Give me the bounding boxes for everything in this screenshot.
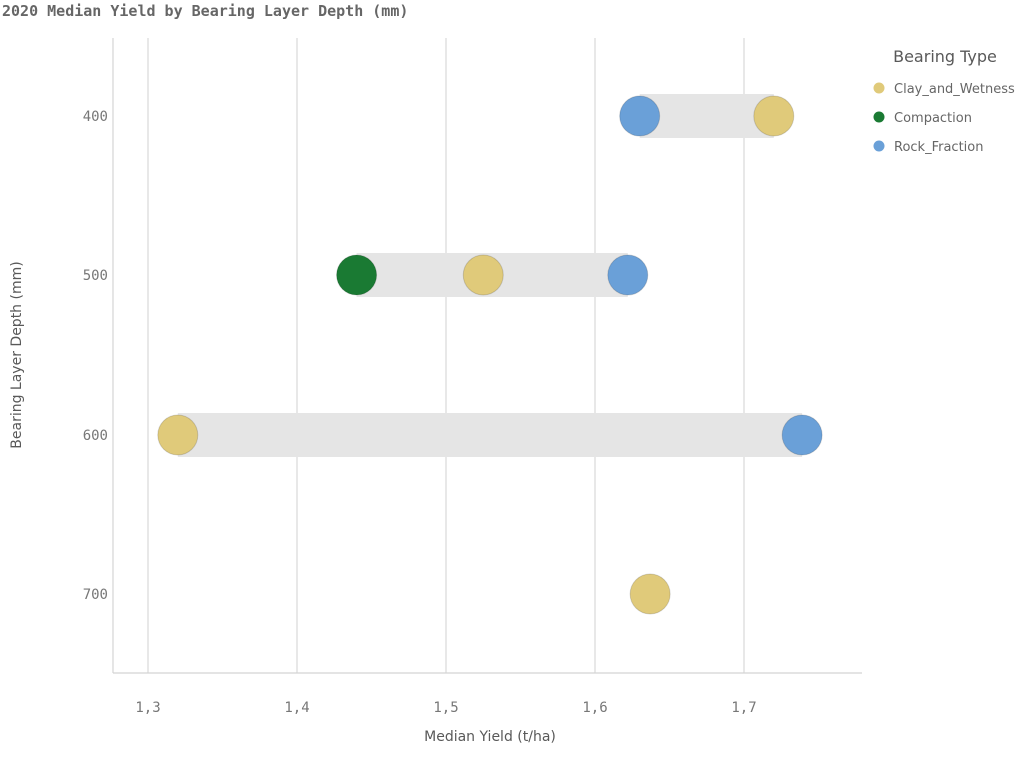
- range-bar: [177, 413, 803, 457]
- legend-label: Compaction: [894, 111, 972, 126]
- y-tick-label: 500: [83, 268, 108, 284]
- legend: Bearing Type Clay_and_Wetness Compaction Ro…: [873, 47, 1015, 155]
- x-tick-label: 1,3: [135, 700, 160, 716]
- x-tick-label: 1,7: [731, 700, 756, 716]
- data-point: [462, 254, 504, 296]
- x-tick-label: 1,6: [582, 700, 607, 716]
- legend-swatch: [873, 111, 885, 123]
- data-point: [753, 95, 795, 137]
- x-tick-label: 1,4: [284, 700, 309, 716]
- legend-swatch: [873, 140, 885, 152]
- y-tick-label: 400: [83, 109, 108, 125]
- chart-title: 2020 Median Yield by Bearing Layer Depth…: [2, 2, 409, 20]
- y-tick-label: 600: [83, 428, 108, 444]
- legend-swatch: [873, 82, 885, 94]
- legend-title: Bearing Type: [893, 47, 997, 66]
- x-tick-label: 1,5: [433, 700, 458, 716]
- data-point: [781, 414, 823, 456]
- legend-label: Rock_Fraction: [894, 140, 983, 155]
- data-point: [157, 414, 199, 456]
- grid-layer: [147, 38, 745, 673]
- y-axis-title: Bearing Layer Depth (mm): [9, 261, 25, 448]
- data-point: [607, 254, 649, 296]
- data-point: [619, 95, 661, 137]
- x-axis-title: Median Yield (t/ha): [424, 729, 556, 745]
- range-bar: [639, 94, 774, 138]
- data-points: [157, 95, 823, 615]
- axes-layer: 1,3 1,4 1,5 1,6 1,7 400 500 600 700 Median Yield …: [9, 38, 862, 745]
- y-tick-label: 700: [83, 587, 108, 603]
- data-point: [629, 573, 671, 615]
- legend-label: Clay_and_Wetness: [894, 82, 1015, 97]
- data-point: [336, 254, 378, 296]
